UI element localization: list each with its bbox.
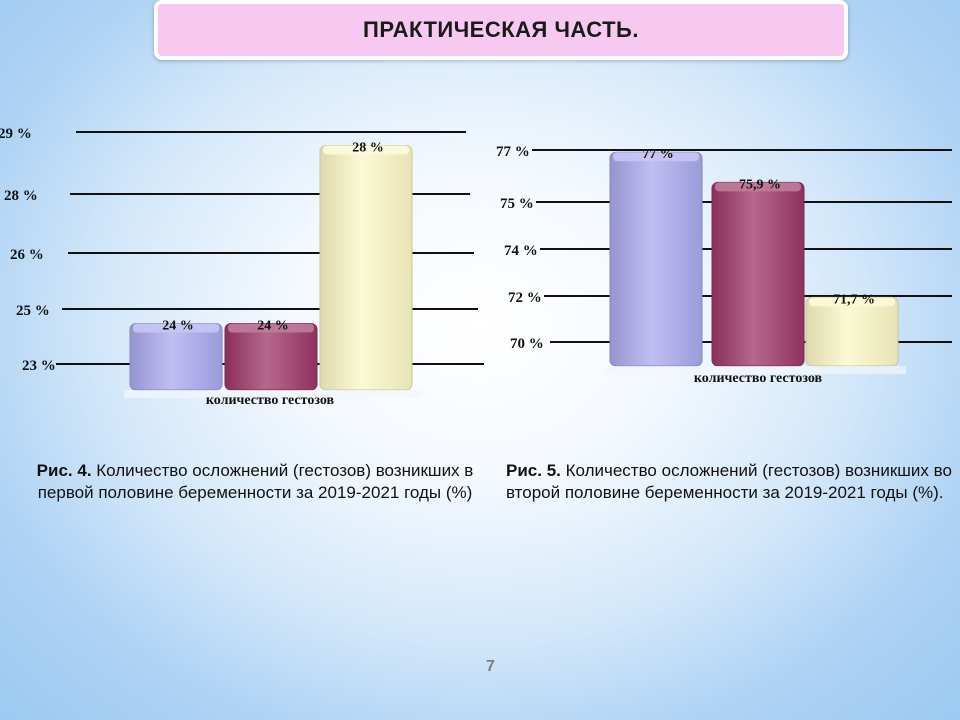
bar [711,181,805,367]
y-tick-label: 23 % [22,358,56,374]
bar-top [613,152,699,162]
figure-caption-left: Рис. 4. Количество осложнений (гестозов)… [10,460,500,504]
data-label: 75,9 % [739,177,781,192]
chart-left: 23 % 25 % 26 % 28 % 29 % 24 % 24 % 28 % количест… [0,126,484,408]
chart-right: 70 % 72 % 74 % 75 % 77 % 77 % 75,9 % 71,7 % коли… [496,144,952,386]
bar [609,151,703,367]
y-tick-label: 25 % [16,303,50,319]
charts-area: 23 % 25 % 26 % 28 % 29 % 24 % 24 % 28 % количест… [0,126,960,408]
figure-number: Рис. 5. [506,461,561,480]
x-category-label: количество гестозов [694,371,823,386]
bar-top [809,297,895,307]
bar-top [228,323,314,333]
chart-floor [124,390,421,398]
data-label: 71,7 % [833,292,875,307]
data-label: 24 % [162,319,194,334]
y-tick-label: 70 % [510,336,544,352]
y-tick-label: 75 % [500,196,534,212]
figure-text: Количество осложнений (гестозов) возникш… [37,461,474,502]
page-number: 7 [486,658,495,675]
data-label: 77 % [642,147,674,162]
x-category-label: количество гестозов [206,393,335,408]
bar [319,145,413,391]
data-label: 24 % [257,319,289,334]
slide-title: ПРАКТИЧЕСКАЯ ЧАСТЬ. [154,0,848,60]
figure-caption-right: Рис. 5. Количество осложнений (гестозов)… [506,460,956,504]
y-tick-label: 29 % [0,126,32,142]
y-tick-label: 72 % [508,290,542,306]
chart-floor [604,366,906,374]
y-tick-label: 26 % [10,247,44,263]
data-label: 28 % [352,141,384,156]
figure-text: Количество осложнений (гестозов) возникш… [506,461,952,502]
y-tick-label: 28 % [4,188,38,204]
bar [805,296,899,367]
bar-top [133,323,219,333]
y-tick-label: 74 % [504,243,538,259]
bar-top [323,145,409,155]
y-tick-label: 77 % [496,144,530,160]
bar-top [715,182,801,192]
figure-number: Рис. 4. [36,461,92,480]
